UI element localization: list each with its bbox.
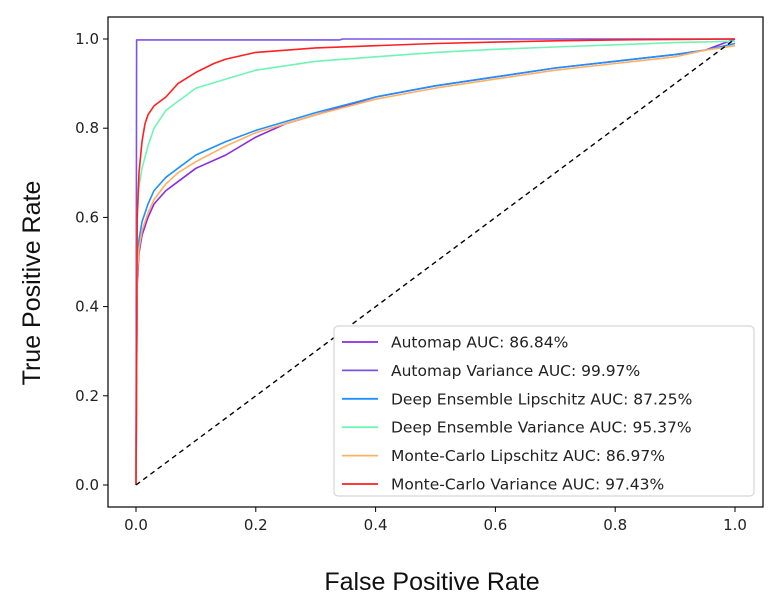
legend-box	[333, 325, 755, 497]
legend-item: Monte-Carlo Variance AUC: 97.43%	[342, 476, 664, 494]
y-tick-label: 0.6	[75, 208, 99, 226]
legend-item: Deep Ensemble Variance AUC: 95.37%	[342, 419, 692, 437]
legend-item: Monte-Carlo Lipschitz AUC: 86.97%	[342, 447, 665, 465]
series-line-monte-carlo-variance	[135, 38, 736, 486]
legend-label: Automap Variance AUC: 99.97%	[391, 362, 640, 380]
legend-item: Automap AUC: 86.84%	[342, 334, 568, 352]
reference-diagonal-line	[135, 38, 736, 486]
x-tick-label: 0.0	[124, 516, 148, 534]
x-tick-label: 0.2	[244, 516, 268, 534]
x-axis-title: False Positive Rate	[324, 568, 539, 596]
legend-item: Deep Ensemble Lipschitz AUC: 87.25%	[342, 390, 692, 408]
legend-item: Automap Variance AUC: 99.97%	[342, 362, 640, 380]
legend-label: Monte-Carlo Lipschitz AUC: 86.97%	[391, 447, 665, 465]
x-tick-label: 1.0	[723, 516, 747, 534]
series-line-deep-ensemble-lipschitz	[135, 42, 736, 486]
series-line-automap-variance	[135, 38, 735, 486]
plot-frame	[107, 16, 764, 508]
legend-label: Deep Ensemble Lipschitz AUC: 87.25%	[391, 390, 692, 408]
y-tick-label: 0.8	[75, 119, 99, 137]
x-tick-label: 0.6	[483, 516, 507, 534]
legend-label: Automap AUC: 86.84%	[391, 334, 568, 352]
y-tick-label: 1.0	[75, 30, 99, 48]
legend: Automap AUC: 86.84% Automap Variance AUC:…	[333, 325, 755, 497]
series-line-deep-ensemble-variance	[135, 40, 736, 486]
series-layer	[135, 38, 736, 486]
x-tick-label: 0.4	[364, 516, 388, 534]
legend-label: Monte-Carlo Variance AUC: 97.43%	[391, 476, 664, 494]
y-tick-label: 0.0	[75, 476, 99, 494]
y-axis-title: True Positive Rate	[18, 181, 46, 386]
legend-label: Deep Ensemble Variance AUC: 95.37%	[391, 419, 692, 437]
series-line-monte-carlo-lipschitz	[135, 44, 736, 486]
reference-layer	[135, 38, 736, 486]
y-tick-label: 0.4	[75, 298, 99, 316]
ticks-layer: 0.0 0.2 0.4 0.6 0.8 1.0 0.0 0.2 0.4 0.6 0.8 1.0	[75, 30, 747, 534]
y-tick-label: 0.2	[75, 387, 99, 405]
x-tick-label: 0.8	[603, 516, 627, 534]
legend-items: Automap AUC: 86.84% Automap Variance AUC:…	[342, 334, 692, 494]
